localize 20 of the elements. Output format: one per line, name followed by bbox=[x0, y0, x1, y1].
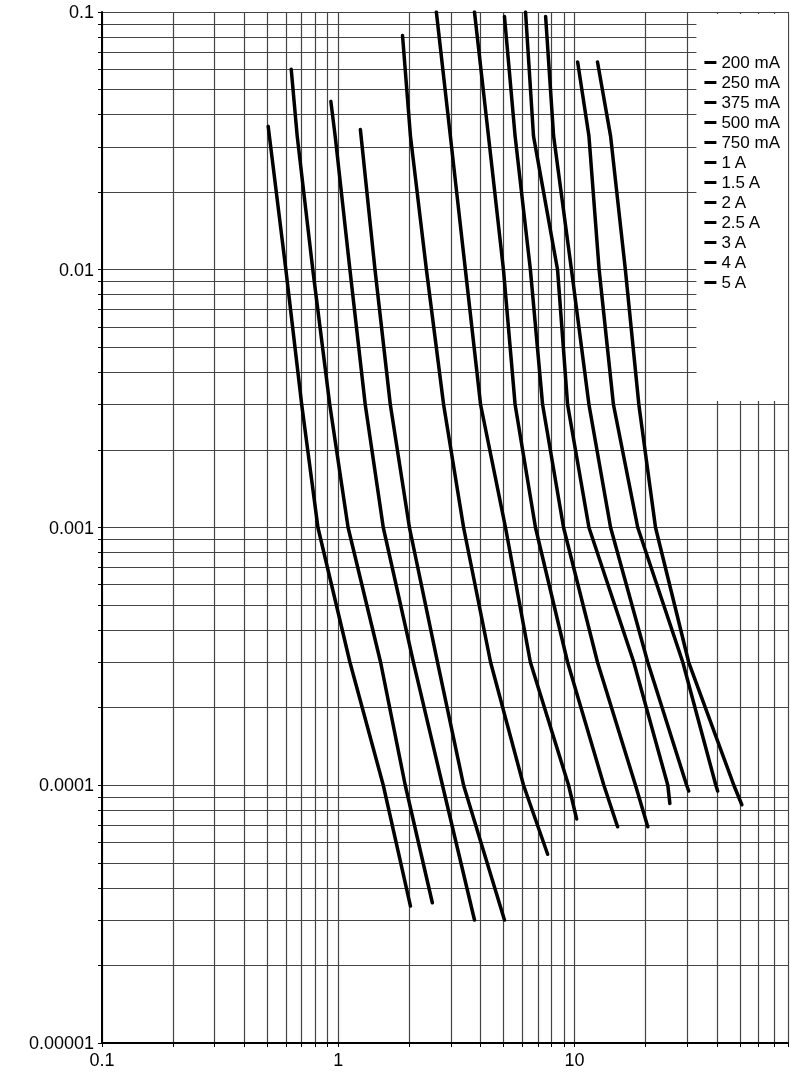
legend-label: 200 mA bbox=[721, 53, 781, 72]
x-tick-label: 0.1 bbox=[89, 1050, 115, 1070]
legend-label: 2.5 A bbox=[721, 213, 761, 232]
y-tick-label: 0.1 bbox=[68, 2, 94, 22]
legend-label: 375 mA bbox=[721, 93, 781, 112]
legend-label: 4 A bbox=[721, 253, 747, 272]
x-tick-label: 1 bbox=[333, 1050, 344, 1070]
y-tick-label: 0.0001 bbox=[38, 775, 94, 796]
legend-label: 750 mA bbox=[721, 133, 781, 152]
x-tick-label: 10 bbox=[564, 1050, 585, 1070]
legend-label: 1 A bbox=[721, 153, 747, 172]
legend-label: 5 A bbox=[721, 273, 747, 292]
legend-label: 1.5 A bbox=[721, 173, 761, 192]
legend-label: 500 mA bbox=[721, 113, 781, 132]
legend-label: 3 A bbox=[721, 233, 747, 252]
legend-label: 250 mA bbox=[721, 73, 781, 92]
legend-label: 2 A bbox=[721, 193, 747, 212]
y-tick-label: 0.01 bbox=[58, 259, 94, 280]
y-tick-label: 0.001 bbox=[48, 517, 94, 538]
y-tick-label: 0.00001 bbox=[28, 1033, 94, 1053]
